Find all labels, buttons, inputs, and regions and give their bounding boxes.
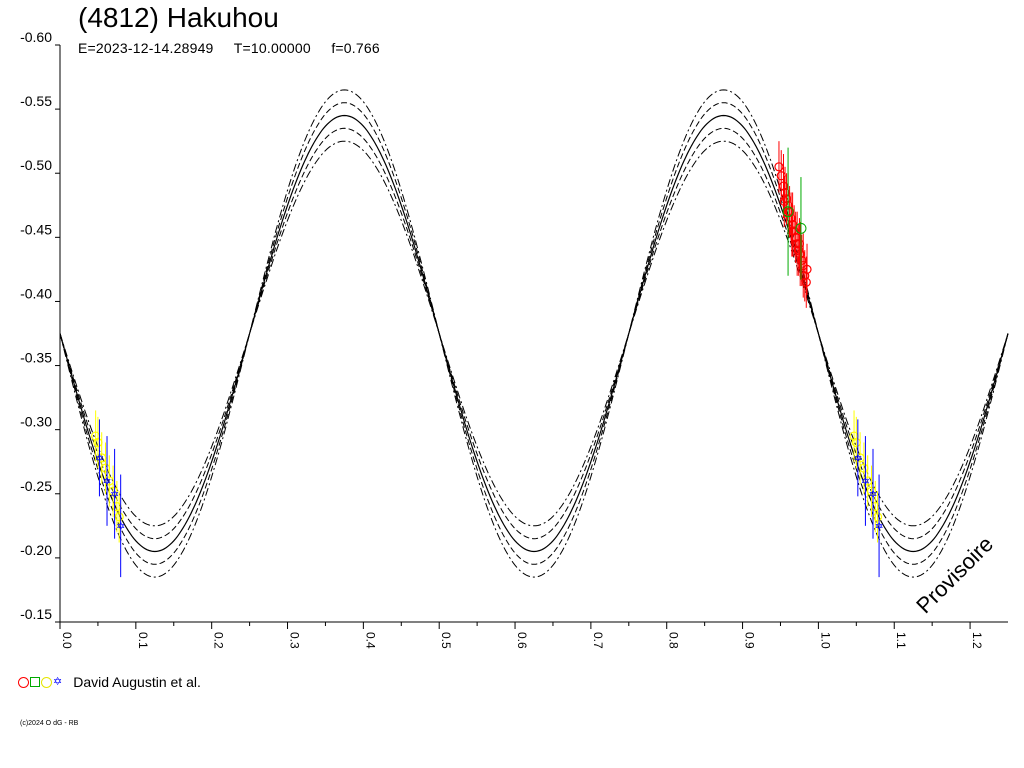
data-point bbox=[789, 226, 799, 236]
series-1 bbox=[782, 147, 807, 280]
data-point: ✡ bbox=[868, 489, 877, 501]
data-point bbox=[794, 239, 805, 249]
x-tick-label: 0.1 bbox=[136, 632, 150, 649]
data-point bbox=[782, 206, 794, 218]
x-tick-label: 0.6 bbox=[515, 632, 529, 649]
diamond-icon bbox=[41, 676, 52, 688]
model-curve-upper bbox=[59, 102, 1009, 565]
x-tick-label: 1.2 bbox=[970, 632, 984, 649]
series-2 bbox=[91, 410, 883, 543]
data-point bbox=[788, 219, 798, 230]
model-curve-upper-outer bbox=[59, 89, 1009, 578]
data-point bbox=[795, 249, 805, 259]
data-point: ✡ bbox=[874, 521, 883, 533]
period-label: T=10.00000 bbox=[233, 40, 311, 56]
series-3: ✡✡✡✡✡✡✡✡ bbox=[95, 419, 884, 578]
y-tick-label: -0.20 bbox=[20, 542, 52, 558]
legend-symbols: ✡ bbox=[18, 675, 63, 688]
data-point bbox=[786, 213, 796, 223]
data-point bbox=[872, 512, 883, 522]
x-tick-label: 0.4 bbox=[363, 632, 377, 649]
chart-subtitle: E=2023-12-14.28949 T=10.00000 f=0.766 bbox=[78, 40, 380, 56]
data-point: ✡ bbox=[102, 476, 111, 488]
x-tick-label: 0.5 bbox=[439, 632, 453, 649]
model-curve bbox=[59, 114, 1009, 553]
y-tick-label: -0.30 bbox=[20, 414, 52, 430]
data-point bbox=[797, 255, 807, 266]
watermark-provisoire: Provisoire bbox=[911, 531, 998, 618]
data-point bbox=[802, 264, 812, 274]
data-point: ✡ bbox=[110, 489, 119, 501]
square-icon bbox=[30, 677, 40, 687]
epoch-label: E=2023-12-14.28949 bbox=[78, 40, 214, 56]
data-point: ✡ bbox=[861, 476, 870, 488]
data-point bbox=[784, 207, 795, 217]
data-point bbox=[114, 512, 124, 522]
y-tick-label: -0.25 bbox=[20, 478, 52, 494]
circle-icon bbox=[18, 676, 29, 688]
data-points: ✡✡✡✡✡✡✡✡ bbox=[91, 141, 884, 578]
x-tick-label: 1.0 bbox=[818, 632, 832, 649]
x-tick-label: 0.9 bbox=[743, 632, 757, 649]
y-tick-label: -0.35 bbox=[20, 350, 52, 366]
legend: ✡ David Augustin et al. bbox=[18, 674, 201, 690]
star-icon: ✡ bbox=[53, 675, 63, 688]
model-curve-lower-outer bbox=[59, 140, 1009, 527]
data-point bbox=[795, 222, 807, 234]
data-point: ✡ bbox=[853, 453, 862, 465]
data-point bbox=[774, 162, 784, 172]
x-tick-label: 0.3 bbox=[288, 632, 302, 649]
y-tick-label: -0.45 bbox=[20, 221, 52, 237]
data-point: ✡ bbox=[116, 521, 125, 533]
axes: -0.60 -0.55 -0.50 -0.45 -0.40 -0.35 -0.30 -0.25… bbox=[20, 29, 1008, 649]
y-tick-label: -0.50 bbox=[20, 157, 52, 173]
data-point bbox=[801, 277, 811, 287]
x-tick-label: 0.0 bbox=[60, 632, 74, 649]
copyright-credit: (c)2024 O dG - RB bbox=[20, 720, 79, 727]
y-tick-label: -0.55 bbox=[20, 93, 52, 109]
chart-title: (4812) Hakuhou bbox=[78, 2, 279, 33]
x-tick-label: 0.8 bbox=[667, 632, 681, 649]
y-tick-label: -0.60 bbox=[20, 29, 52, 45]
fraction-label: f=0.766 bbox=[331, 40, 380, 56]
x-tick-label: 0.2 bbox=[212, 632, 226, 649]
y-tick-label: -0.40 bbox=[20, 285, 52, 301]
data-point bbox=[780, 187, 790, 198]
legend-observer: David Augustin et al. bbox=[73, 674, 201, 690]
x-tick-label: 0.7 bbox=[591, 632, 605, 649]
data-point bbox=[781, 194, 792, 204]
y-tick-label: -0.15 bbox=[20, 606, 52, 622]
data-point bbox=[778, 181, 789, 191]
x-tick-label: 1.1 bbox=[894, 632, 908, 649]
series-0 bbox=[774, 141, 812, 308]
data-point: ✡ bbox=[95, 453, 104, 465]
